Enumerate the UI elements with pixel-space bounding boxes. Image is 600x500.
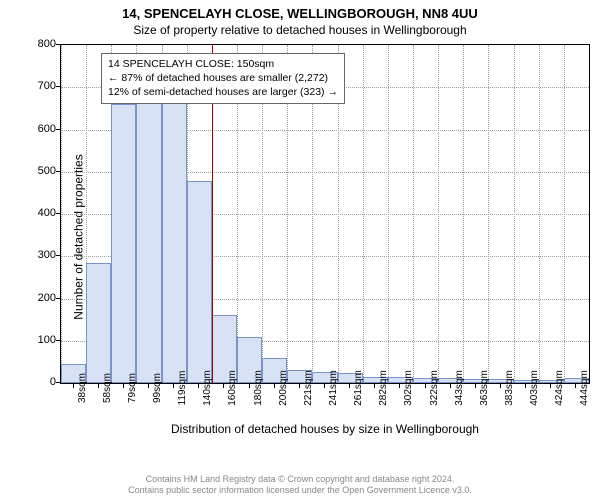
x-tick-mark [123,384,124,388]
x-tick-label: 282sqm [378,370,389,406]
x-tick-label: 261sqm [353,370,364,406]
x-tick-mark [299,384,300,388]
x-tick-mark [374,384,375,388]
x-tick-label: 363sqm [479,370,490,406]
x-tick-mark [550,384,551,388]
x-tick-label: 140sqm [202,370,213,406]
gridline-v [463,45,464,383]
y-tick-mark [56,255,60,256]
info-line-2: ← 87% of detached houses are smaller (2,… [108,71,338,85]
y-tick-label: 600 [16,123,56,135]
gridline-v [438,45,439,383]
gridline-v [514,45,515,383]
x-tick-label: 99sqm [152,373,163,403]
x-tick-label: 221sqm [303,370,314,406]
x-tick-mark [148,384,149,388]
x-tick-label: 58sqm [102,373,113,403]
x-tick-label: 180sqm [253,370,264,406]
footer-line-1: Contains HM Land Registry data © Crown c… [0,474,600,485]
histogram-bar [111,104,136,383]
y-tick-mark [56,298,60,299]
x-tick-mark [425,384,426,388]
gridline-v [363,45,364,383]
y-tick-label: 0 [16,376,56,388]
x-tick-mark [575,384,576,388]
x-tick-mark [525,384,526,388]
y-tick-mark [56,44,60,45]
x-tick-mark [223,384,224,388]
x-tick-label: 343sqm [454,370,465,406]
chart-area: Number of detached properties 14 SPENCEL… [0,40,600,440]
y-tick-mark [56,171,60,172]
x-tick-mark [349,384,350,388]
gridline-v [564,45,565,383]
x-tick-mark [198,384,199,388]
x-tick-mark [173,384,174,388]
gridline-v [488,45,489,383]
x-tick-label: 79sqm [127,373,138,403]
x-tick-label: 383sqm [504,370,515,406]
x-tick-mark [399,384,400,388]
x-tick-mark [500,384,501,388]
gridline-v [388,45,389,383]
x-tick-label: 444sqm [579,370,590,406]
x-tick-label: 200sqm [278,370,289,406]
y-tick-label: 500 [16,165,56,177]
gridline-v [61,45,62,383]
x-tick-label: 322sqm [429,370,440,406]
x-tick-label: 302sqm [403,370,414,406]
x-axis-label: Distribution of detached houses by size … [60,422,590,436]
x-tick-mark [324,384,325,388]
info-box: 14 SPENCELAYH CLOSE: 150sqm ← 87% of det… [101,53,345,104]
x-tick-mark [73,384,74,388]
y-tick-mark [56,340,60,341]
x-tick-label: 119sqm [177,371,188,406]
y-tick-mark [56,129,60,130]
y-tick-mark [56,382,60,383]
x-tick-mark [98,384,99,388]
y-tick-label: 200 [16,292,56,304]
x-tick-mark [450,384,451,388]
x-tick-label: 160sqm [227,370,238,406]
page-title: 14, SPENCELAYH CLOSE, WELLINGBOROUGH, NN… [0,0,600,21]
histogram-bar [187,181,212,383]
y-tick-label: 700 [16,80,56,92]
footer-attribution: Contains HM Land Registry data © Crown c… [0,474,600,497]
gridline-v [539,45,540,383]
y-tick-mark [56,213,60,214]
y-tick-mark [56,86,60,87]
x-tick-mark [249,384,250,388]
histogram-bar [86,263,111,383]
page-subtitle: Size of property relative to detached ho… [0,21,600,37]
y-tick-label: 400 [16,207,56,219]
info-line-3: 12% of semi-detached houses are larger (… [108,85,338,99]
plot-area: 14 SPENCELAYH CLOSE: 150sqm ← 87% of det… [60,44,590,384]
footer-line-2: Contains public sector information licen… [0,485,600,496]
x-tick-label: 241sqm [328,370,339,406]
x-tick-label: 403sqm [529,370,540,406]
x-tick-label: 38sqm [77,373,88,403]
y-tick-label: 100 [16,334,56,346]
y-tick-label: 300 [16,249,56,261]
histogram-bar [136,97,161,383]
y-tick-label: 800 [16,38,56,50]
x-tick-label: 424sqm [554,370,565,406]
gridline-v [413,45,414,383]
x-tick-mark [475,384,476,388]
histogram-bar [162,100,187,383]
x-tick-mark [274,384,275,388]
info-line-1: 14 SPENCELAYH CLOSE: 150sqm [108,57,338,71]
